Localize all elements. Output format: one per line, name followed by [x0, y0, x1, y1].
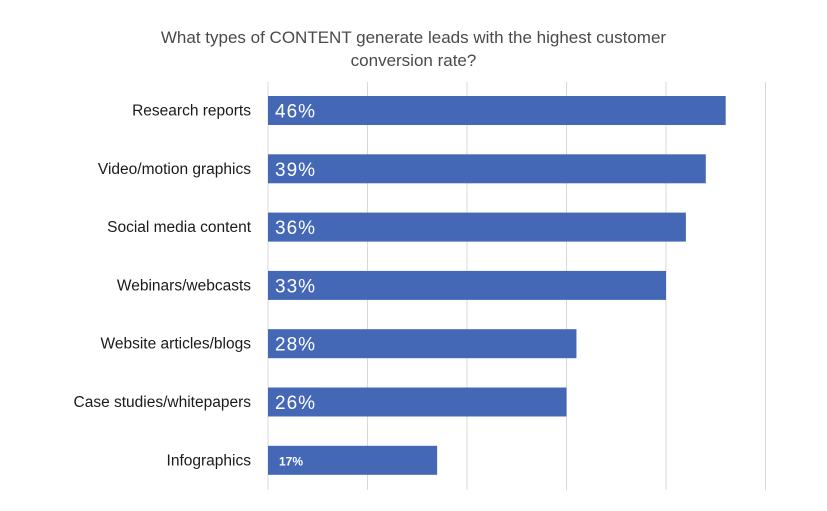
chart-title: What types of CONTENT generate leads wit…	[0, 26, 827, 72]
category-label-0: Research reports	[132, 103, 251, 120]
data-label-3: 33%	[275, 276, 316, 297]
data-label-1: 39%	[275, 160, 316, 181]
category-labels: Research reports Video/motion graphics Soc…	[74, 103, 252, 470]
data-label-6: 17%	[279, 454, 303, 468]
category-label-2: Social media content	[107, 219, 252, 236]
data-label-0: 46%	[275, 102, 316, 123]
category-label-6: Infographics	[167, 452, 252, 469]
bar-2	[268, 212, 686, 242]
data-labels: 46% 39% 36% 33% 28% 26% 17%	[275, 102, 316, 469]
category-label-5: Case studies/whitepapers	[74, 394, 252, 411]
data-label-2: 36%	[275, 218, 316, 239]
chart-title-line-1: What types of CONTENT generate leads wit…	[160, 28, 667, 47]
chart-title-line-2: conversion rate?	[350, 51, 477, 70]
category-label-4: Website articles/blogs	[101, 336, 252, 353]
bar-1	[268, 154, 706, 184]
data-label-4: 28%	[275, 335, 316, 356]
bar-5	[268, 387, 567, 417]
bar-4	[268, 329, 577, 359]
category-label-3: Webinars/webcasts	[117, 277, 251, 294]
bar-3	[268, 270, 666, 300]
data-label-5: 26%	[275, 393, 316, 414]
category-label-1: Video/motion graphics	[98, 161, 251, 178]
bar-6	[268, 445, 438, 475]
bar-0	[268, 96, 726, 125]
bars	[268, 96, 726, 475]
